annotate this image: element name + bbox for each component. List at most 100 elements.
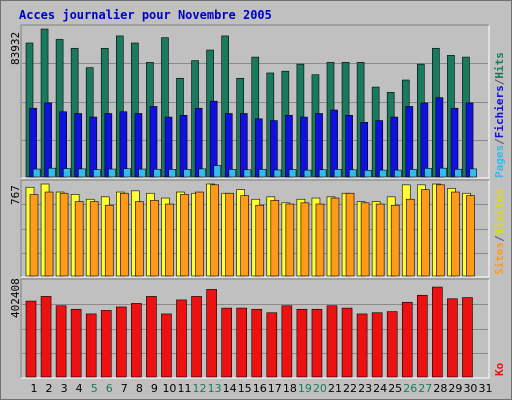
- bar-fichiers: [224, 113, 233, 178]
- x-label: 15: [238, 382, 252, 395]
- x-label: 26: [403, 382, 417, 395]
- x-label: 30: [463, 382, 477, 395]
- bar-pages: [93, 169, 101, 178]
- x-label: 3: [61, 382, 68, 395]
- bar-ko: [281, 305, 293, 378]
- legend-visites: Visites: [493, 189, 506, 235]
- bar-ko: [371, 312, 383, 378]
- bar-pages: [258, 169, 267, 178]
- bar-pages: [318, 169, 327, 178]
- legend-sites-visites: Sites/Visites: [493, 189, 506, 275]
- x-label: 4: [76, 382, 83, 395]
- bar-fichiers: [164, 116, 173, 178]
- bar-ko: [131, 303, 142, 378]
- x-label: 8: [136, 382, 143, 395]
- bar-ko: [116, 306, 127, 378]
- bar-sites: [390, 204, 400, 277]
- bar-sites: [29, 194, 39, 277]
- bar-pages: [198, 168, 207, 178]
- bar-sites: [270, 200, 280, 277]
- bar-sites: [150, 200, 159, 277]
- bar-fichiers: [74, 113, 83, 178]
- bar-pages: [228, 169, 237, 178]
- x-axis-labels: 1 2 3 4 5 6 7 8 9 10 11 12 13 14 15 16 17 18 19 20 21 22 23 24 2…: [31, 382, 493, 395]
- bar-ko: [100, 310, 112, 378]
- bar-fichiers: [315, 113, 323, 178]
- bar-pages: [183, 169, 191, 178]
- x-label: 25: [388, 382, 402, 395]
- legend-pages: Pages: [493, 145, 506, 178]
- bar-sites: [315, 203, 325, 277]
- x-label: 18: [283, 382, 297, 395]
- bar-ko: [416, 294, 428, 378]
- bar-fichiers: [104, 113, 113, 178]
- bar-ko: [432, 286, 443, 378]
- x-label: 11: [178, 382, 192, 395]
- bar-fichiers: [300, 116, 308, 178]
- x-label: 20: [313, 382, 327, 395]
- bar-sites: [345, 192, 355, 277]
- x-label: 9: [151, 382, 158, 395]
- bar-fichiers: [270, 120, 278, 178]
- bar-ko: [221, 307, 232, 378]
- bar-fichiers: [240, 113, 248, 178]
- panel-visites-sites-shadow: [20, 179, 489, 277]
- bar-fichiers: [285, 114, 293, 178]
- x-label: 6: [106, 382, 113, 395]
- bar-fichiers: [134, 113, 143, 178]
- max-label-visites: 767: [9, 185, 22, 205]
- x-label: 7: [121, 382, 128, 395]
- bar-sites: [165, 203, 174, 277]
- bar-ko: [236, 307, 247, 378]
- bar-pages: [243, 169, 252, 178]
- max-label-ko: 402408: [9, 278, 22, 318]
- bar-pages: [32, 168, 41, 178]
- max-label-hits: 83932: [9, 32, 22, 65]
- bar-pages: [363, 169, 372, 178]
- bar-fichiers: [405, 106, 414, 178]
- bar-ko: [266, 312, 278, 378]
- bar-pages: [348, 169, 357, 178]
- bar-pages: [333, 169, 342, 178]
- bar-ko: [462, 297, 473, 378]
- bar-fichiers: [345, 114, 353, 178]
- bar-ko: [401, 301, 413, 378]
- bar-sites: [89, 201, 99, 277]
- bar-pages: [424, 168, 432, 178]
- bar-fichiers: [255, 118, 263, 178]
- bar-ko: [386, 311, 398, 378]
- bar-ko: [146, 296, 157, 378]
- bar-ko: [25, 300, 37, 378]
- panel-hits-files-pages-shadow: [20, 24, 489, 178]
- x-label: 12: [193, 382, 207, 395]
- bar-pages: [409, 169, 417, 178]
- bar-fichiers: [29, 107, 37, 178]
- bar-sites: [360, 202, 370, 277]
- bar-fichiers: [194, 107, 203, 178]
- x-label: 24: [373, 382, 387, 395]
- bar-pages: [78, 168, 86, 178]
- bar-ko: [356, 313, 368, 378]
- x-label: 23: [358, 382, 372, 395]
- bar-ko: [311, 308, 323, 378]
- bar-ko: [326, 305, 338, 378]
- bar-pages: [168, 169, 176, 178]
- bar-pages: [379, 169, 387, 178]
- bar-pages: [153, 168, 161, 178]
- bar-sites: [451, 191, 460, 277]
- x-label: 31: [479, 382, 493, 395]
- panel-ko-shadow: [20, 278, 489, 378]
- bar-fichiers: [59, 111, 68, 178]
- bar-fichiers: [89, 116, 98, 178]
- x-label: 19: [298, 382, 312, 395]
- bar-ko: [161, 313, 172, 378]
- x-label: 27: [418, 382, 432, 395]
- bar-sites: [436, 184, 445, 277]
- bar-sites: [225, 192, 234, 277]
- legend-ko: Ko: [493, 362, 506, 376]
- bar-pages: [138, 168, 146, 178]
- bar-pages: [303, 169, 312, 178]
- x-label: 1: [31, 382, 38, 395]
- bar-sites: [240, 195, 249, 277]
- bar-ko: [251, 308, 263, 378]
